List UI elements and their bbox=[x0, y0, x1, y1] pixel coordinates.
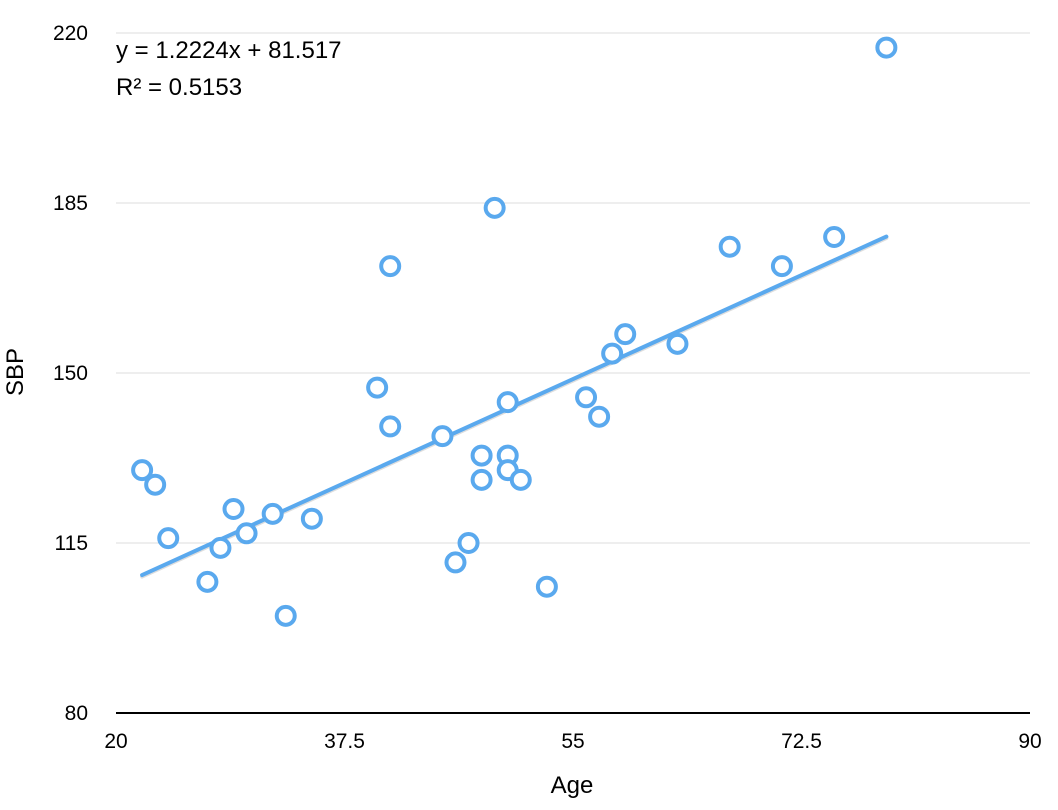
data-point bbox=[614, 323, 637, 346]
data-point bbox=[875, 36, 898, 59]
data-point bbox=[718, 235, 741, 258]
data-point bbox=[196, 570, 219, 593]
data-point bbox=[770, 255, 793, 278]
data-point bbox=[666, 332, 689, 355]
y-tick-label-150: 150 bbox=[53, 362, 88, 385]
data-point bbox=[483, 196, 506, 219]
data-point bbox=[470, 444, 493, 467]
data-point bbox=[209, 536, 232, 559]
x-tick-label-37.5: 37.5 bbox=[324, 730, 365, 753]
data-point bbox=[379, 415, 402, 438]
data-point bbox=[222, 498, 245, 520]
data-point bbox=[823, 226, 846, 248]
y-tick-label-220: 220 bbox=[53, 22, 88, 45]
y-axis-title: SBP bbox=[2, 348, 29, 396]
data-point bbox=[470, 468, 493, 491]
data-point bbox=[300, 507, 323, 530]
y-tick-label-185: 185 bbox=[53, 192, 88, 215]
data-point bbox=[601, 342, 624, 365]
data-point bbox=[261, 502, 284, 525]
data-point bbox=[131, 459, 154, 482]
x-tick-label-55: 55 bbox=[561, 730, 584, 753]
y-tick-label-80: 80 bbox=[65, 702, 88, 725]
data-point bbox=[366, 376, 389, 399]
data-point bbox=[496, 391, 519, 414]
data-points bbox=[131, 36, 898, 627]
data-point bbox=[431, 425, 454, 448]
data-point bbox=[575, 386, 598, 409]
data-point bbox=[509, 468, 532, 491]
data-point bbox=[274, 604, 297, 627]
y-tick-label-115: 115 bbox=[55, 532, 88, 555]
data-point bbox=[157, 527, 180, 550]
data-point bbox=[379, 255, 402, 278]
data-point bbox=[144, 473, 167, 496]
trendline-equation: y = 1.2224x + 81.517 bbox=[116, 37, 342, 64]
x-tick-label-72.5: 72.5 bbox=[781, 730, 822, 753]
axes: 80 115 150 185 220 20 37.5 55 72.5 90 bbox=[53, 22, 1042, 753]
data-point bbox=[457, 532, 480, 554]
x-tick-label-20: 20 bbox=[104, 730, 127, 753]
data-point bbox=[588, 405, 611, 428]
x-tick-label-90: 90 bbox=[1018, 730, 1041, 753]
data-point bbox=[535, 575, 558, 598]
data-point bbox=[444, 551, 467, 574]
gridlines bbox=[116, 32, 1030, 544]
r-squared-label: R² = 0.5153 bbox=[116, 74, 242, 101]
x-axis-title: Age bbox=[551, 772, 594, 799]
data-point bbox=[235, 522, 258, 545]
